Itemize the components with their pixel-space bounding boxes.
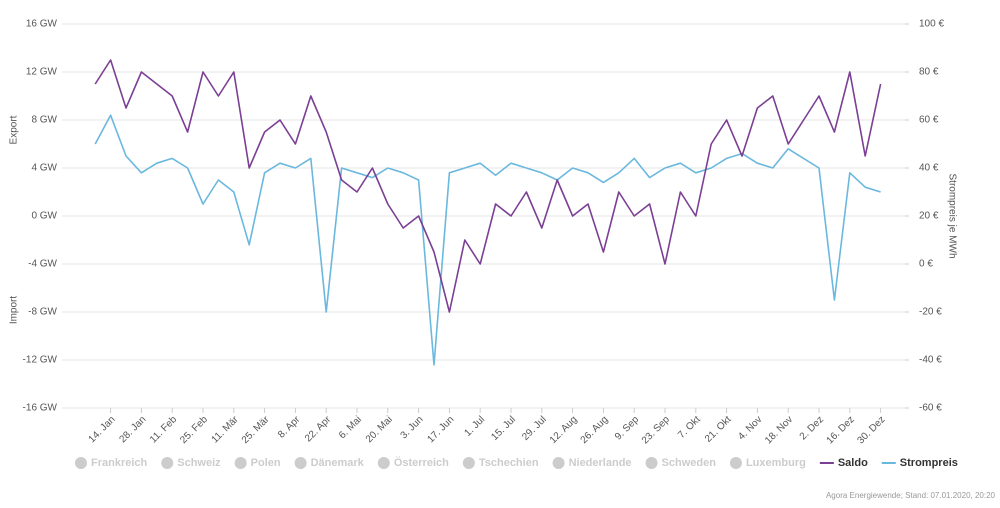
credit: Agora Energiewende; Stand: 07.01.2020, 2… — [826, 491, 996, 500]
y2-tick-label: 0 € — [919, 259, 933, 270]
x-tick-label: 6. Mai — [337, 414, 364, 441]
x-tick-label: 22. Apr — [303, 414, 334, 445]
x-tick-label: 30. Dez — [855, 414, 887, 446]
legend-marker — [552, 457, 565, 469]
y2-tick-label: 20 € — [919, 211, 939, 222]
legend-item[interactable]: Niederlande — [569, 457, 632, 469]
y2-tick-label: 60 € — [919, 115, 939, 126]
x-tick-label: 11. Feb — [148, 414, 180, 446]
y2-tick-label: 100 € — [919, 19, 944, 30]
x-tick-label: 20. Mai — [364, 414, 395, 445]
y-tick-label: 4 GW — [31, 163, 57, 174]
legend-item[interactable]: Strompreis — [900, 457, 958, 469]
x-tick-label: 3. Jun — [399, 414, 426, 441]
x-tick-label: 8. Apr — [276, 414, 303, 441]
y-tick-label: -8 GW — [28, 307, 57, 318]
y-tick-label: 16 GW — [26, 19, 58, 30]
legend-marker — [729, 457, 742, 469]
legend-item[interactable]: Tschechien — [479, 457, 539, 469]
y-tick-label: 0 GW — [31, 211, 57, 222]
x-tick-label: 28. Jan — [117, 414, 148, 445]
x-tick-label: 7. Okt — [676, 414, 703, 441]
y2-tick-label: 80 € — [919, 67, 939, 78]
x-tick-label: 11. Mär — [210, 414, 242, 446]
x-tick-label: 15. Jul — [489, 414, 518, 443]
legend-item[interactable]: Schweiz — [177, 457, 221, 469]
x-tick-label: 23. Sep — [640, 414, 672, 446]
legend-marker — [645, 457, 658, 469]
y2-tick-label: 40 € — [919, 163, 939, 174]
y-tick-label: 12 GW — [26, 67, 58, 78]
x-tick-label: 12. Aug — [548, 414, 580, 446]
legend-marker — [377, 457, 390, 469]
legend-marker — [75, 457, 87, 469]
y2-tick-label: -40 € — [919, 355, 942, 366]
legend-item[interactable]: Saldo — [838, 457, 868, 469]
y-title-top: Export — [9, 115, 20, 144]
y2-title: Strompreis je MWh — [946, 173, 957, 258]
y-tick-label: -12 GW — [23, 355, 58, 366]
y2-tick-label: -20 € — [919, 307, 942, 318]
legend-marker — [234, 457, 247, 469]
y2-tick-label: -60 € — [919, 403, 942, 414]
legend-item[interactable]: Dänemark — [311, 457, 365, 469]
x-tick-label: 9. Sep — [613, 414, 642, 443]
legend-item[interactable]: Frankreich — [91, 457, 148, 469]
legend-item[interactable]: Österreich — [394, 456, 449, 469]
x-tick-label: 1. Jul — [463, 414, 488, 439]
y-tick-label: -4 GW — [28, 259, 57, 270]
y-tick-label: -16 GW — [23, 403, 58, 414]
legend-item[interactable]: Schweden — [662, 457, 717, 469]
legend: Frankreich Schweiz Polen Dänemark Österreich… — [75, 456, 958, 469]
legend-marker — [462, 457, 475, 469]
x-tick-label: 25. Feb — [178, 414, 210, 446]
x-tick-label: 2. Dez — [798, 414, 826, 442]
y-title-bottom: Import — [9, 296, 20, 325]
x-tick-label: 26. Aug — [579, 414, 611, 446]
x-tick-label: 21. Okt — [703, 414, 734, 445]
series-line — [94, 59, 882, 313]
legend-marker — [294, 457, 307, 469]
y-tick-label: 8 GW — [31, 115, 57, 126]
legend-item[interactable]: Polen — [251, 457, 281, 469]
x-tick-label: 16. Dez — [825, 414, 857, 446]
x-tick-label: 25. Mär — [240, 414, 272, 446]
series-line — [94, 114, 881, 366]
legend-marker — [161, 457, 174, 469]
x-tick-label: 14. Jan — [87, 414, 118, 445]
x-tick-label: 18. Nov — [763, 414, 795, 446]
x-tick-label: 4. Nov — [736, 414, 764, 442]
x-tick-label: 17. Jun — [425, 414, 456, 445]
legend-item[interactable]: Luxemburg — [746, 457, 806, 469]
x-tick-label: 29. Jul — [520, 414, 549, 443]
